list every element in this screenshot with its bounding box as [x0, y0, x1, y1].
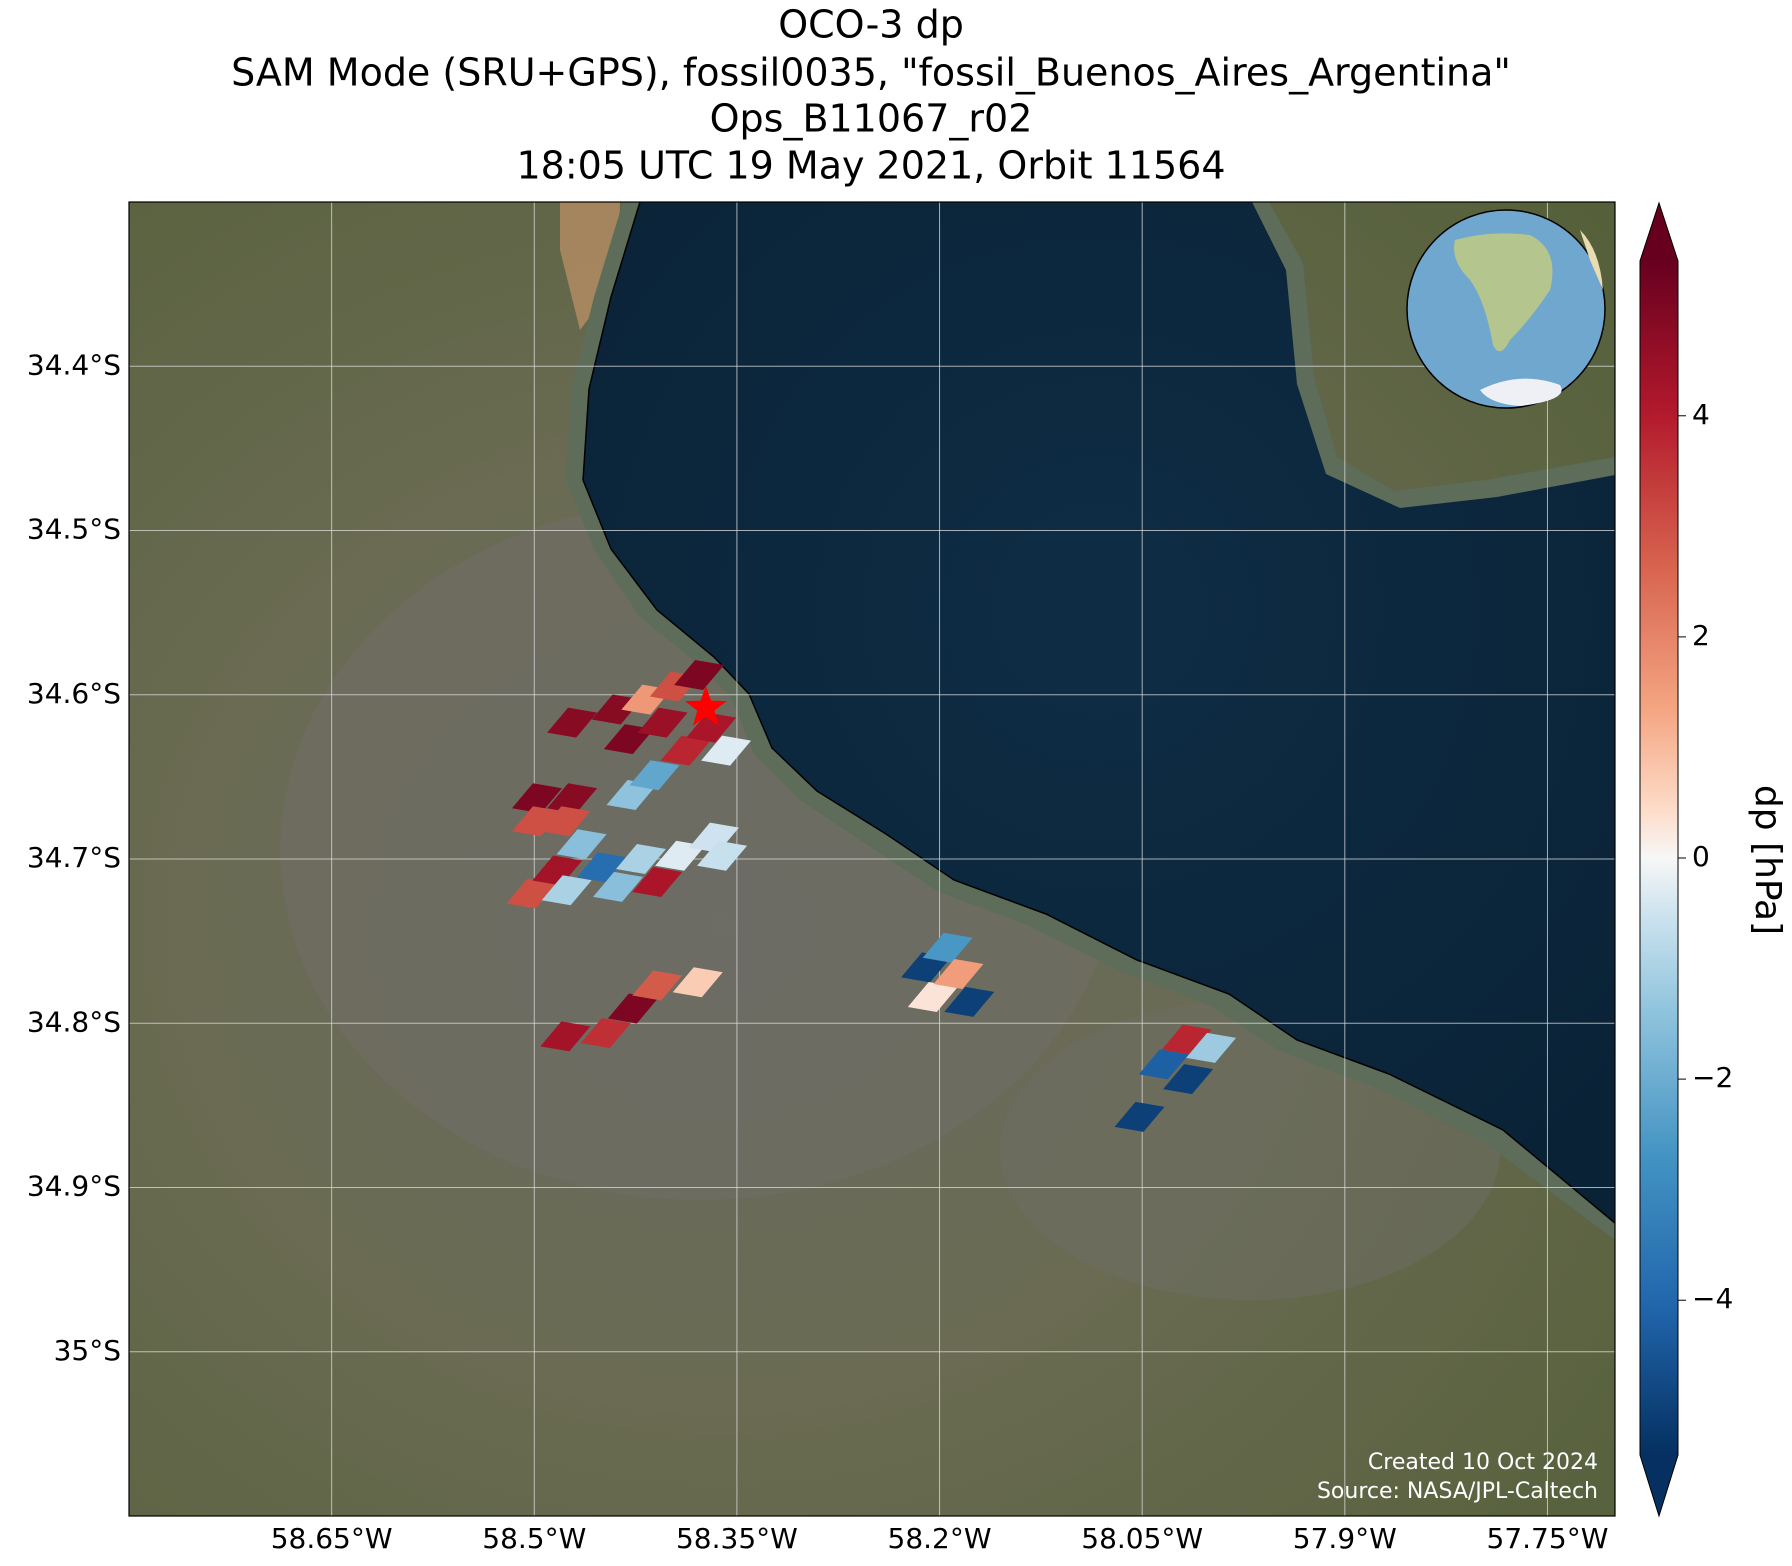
colorbar-tick-label: −4 — [1692, 1282, 1733, 1315]
africa — [1580, 230, 1603, 290]
colorbar-label: dp [hPa] — [1747, 785, 1788, 935]
x-tick-label: 57.75°W — [1487, 1522, 1609, 1555]
colorbar-tick-label: −2 — [1692, 1061, 1733, 1094]
x-tick-label: 57.9°W — [1293, 1522, 1397, 1555]
title-line: OCO-3 dp — [778, 3, 964, 47]
footprint — [660, 735, 711, 766]
footprint — [907, 981, 958, 1012]
title-line: 18:05 UTC 19 May 2021, Orbit 11564 — [516, 144, 1225, 188]
footprint — [1163, 1064, 1214, 1095]
title-line: SAM Mode (SRU+GPS), fossil0035, "fossil_… — [231, 51, 1511, 95]
colorbar-tick-label: 2 — [1692, 619, 1710, 652]
footprint — [511, 806, 562, 837]
colorbar-extend-min — [1640, 1455, 1678, 1516]
y-tick-label: 35°S — [54, 1334, 121, 1367]
colorbar-tick-label: 0 — [1692, 840, 1710, 873]
title-line: Ops_B11067_r02 — [710, 97, 1033, 141]
footprint — [532, 855, 583, 886]
footprints — [506, 660, 1237, 1132]
y-tick-label: 34.8°S — [27, 1005, 121, 1038]
footprint — [541, 875, 592, 906]
footprint — [629, 760, 680, 791]
x-tick-label: 58.35°W — [676, 1522, 798, 1555]
footprint — [576, 852, 627, 883]
footprint — [1138, 1049, 1189, 1080]
continent — [1454, 233, 1553, 352]
footprint — [672, 967, 723, 998]
footprint — [697, 840, 748, 871]
footprint — [547, 707, 598, 738]
footprint — [944, 986, 995, 1017]
footprint — [922, 932, 973, 963]
footprint — [632, 866, 683, 897]
antarctica — [1480, 378, 1562, 406]
y-tick-label: 34.6°S — [27, 677, 121, 710]
axes-frame — [128, 201, 1616, 1517]
footprint — [511, 783, 562, 814]
y-tick-label: 34.5°S — [27, 513, 121, 546]
footprint — [540, 806, 591, 837]
colorbar-extend-max — [1640, 203, 1678, 261]
colorbar-frame — [1639, 201, 1679, 1518]
footprint — [556, 829, 607, 860]
target-star — [684, 685, 727, 726]
y-tick-label: 34.9°S — [27, 1170, 121, 1203]
footprint — [506, 878, 557, 909]
colorbar — [1640, 261, 1678, 1455]
footprint — [615, 844, 666, 874]
footprint — [701, 735, 752, 766]
footprint — [1114, 1101, 1165, 1132]
footprint — [632, 970, 683, 1001]
inset-globe — [1406, 209, 1606, 409]
footprint — [637, 707, 688, 738]
footprint — [547, 783, 598, 814]
axes: 58.65°W 58.5°W 58.35°W 58.2°W 58.05°W 57.9°W 5… — [27, 348, 1733, 1555]
y-tick-label: 34.7°S — [27, 841, 121, 874]
footprint — [688, 822, 739, 853]
x-tick-label: 58.2°W — [888, 1522, 992, 1555]
x-tick-label: 58.05°W — [1081, 1522, 1203, 1555]
colorbar-tick-label: 4 — [1692, 398, 1710, 431]
x-tick-label: 58.5°W — [482, 1522, 586, 1555]
coastline — [582, 202, 1615, 1224]
water — [583, 202, 1615, 1223]
footprint — [540, 1021, 591, 1052]
footprint — [1186, 1032, 1237, 1063]
grid — [129, 202, 1615, 1516]
river-delta — [560, 202, 620, 330]
credit: Created 10 Oct 2024 — [1368, 1450, 1598, 1475]
y-tick-label: 34.4°S — [27, 348, 121, 381]
footprint — [593, 871, 644, 902]
footprint — [1161, 1024, 1212, 1055]
footprint — [580, 1018, 631, 1049]
footprint — [933, 958, 984, 989]
footprint — [607, 993, 658, 1024]
footprint — [674, 660, 725, 691]
footprint — [686, 712, 737, 743]
credit: Source: NASA/JPL-Caltech — [1317, 1479, 1598, 1504]
x-tick-label: 58.65°W — [271, 1522, 393, 1555]
